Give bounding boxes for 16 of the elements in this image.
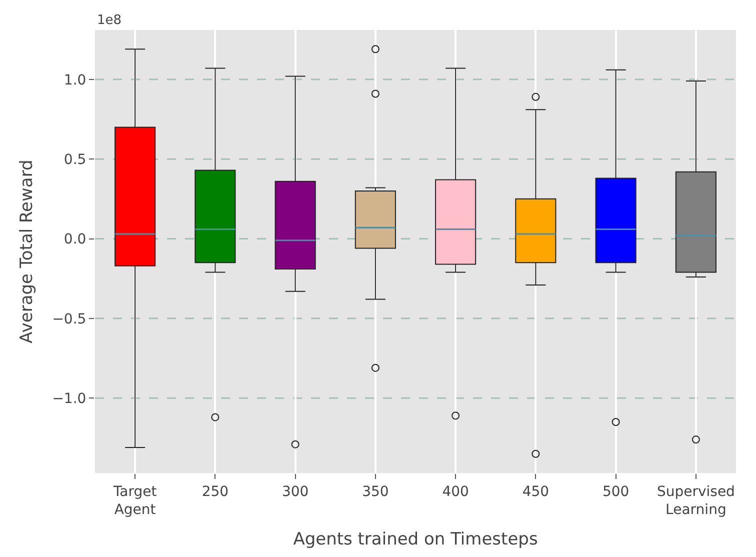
y-tick-label: 0.5 [64, 152, 86, 168]
x-tick-label: 250 [202, 484, 229, 500]
y-axis-title: Average Total Reward [16, 160, 37, 344]
x-tick-label: Target Agent [112, 484, 158, 518]
x-tick-label: Supervised Learning [656, 484, 735, 518]
x-tick-label: 300 [282, 484, 309, 500]
x-tick-label: 500 [602, 484, 630, 500]
x-axis-title: Agents trained on Timesteps [293, 529, 538, 550]
x-tick-label: 450 [522, 484, 550, 500]
y-tick-label: −0.5 [52, 311, 86, 328]
y-tick-label: 1.0 [64, 72, 86, 88]
y-tick-label: 0.0 [64, 232, 86, 248]
x-tick-label: 350 [362, 484, 389, 500]
x-tick-label: 400 [442, 484, 469, 500]
text: 1e8 [97, 13, 122, 28]
y-tick-label: −1.0 [52, 391, 86, 407]
